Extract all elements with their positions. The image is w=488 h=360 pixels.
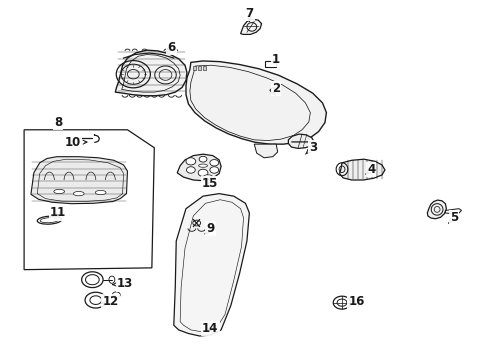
Polygon shape [240,19,261,35]
Text: 6: 6 [166,41,175,54]
Circle shape [209,159,218,166]
Polygon shape [254,144,277,158]
Text: 5: 5 [448,211,457,224]
Polygon shape [115,50,186,96]
Polygon shape [427,200,446,219]
Text: 1: 1 [272,53,280,66]
Text: 9: 9 [204,222,214,235]
Bar [192,66,196,69]
Circle shape [199,156,206,162]
Ellipse shape [198,164,207,167]
Text: 8: 8 [54,116,62,129]
Polygon shape [288,134,313,148]
Bar [264,61,275,67]
Text: 4: 4 [365,163,375,176]
Ellipse shape [203,175,212,178]
Text: 16: 16 [348,296,364,309]
Polygon shape [177,154,221,181]
Text: 14: 14 [202,322,218,335]
Text: 7: 7 [245,7,253,21]
Circle shape [185,158,195,165]
Ellipse shape [54,189,64,194]
Bar [197,66,201,69]
Ellipse shape [73,192,84,196]
Circle shape [209,167,218,173]
Circle shape [198,169,207,176]
Text: 3: 3 [305,141,316,154]
Polygon shape [269,87,275,93]
Ellipse shape [95,190,106,195]
Polygon shape [185,61,326,144]
Text: 12: 12 [101,296,118,309]
Text: 2: 2 [272,82,280,95]
Text: 11: 11 [50,207,66,220]
Circle shape [186,167,195,173]
Polygon shape [173,194,249,336]
Polygon shape [31,157,127,204]
Text: 10: 10 [64,136,87,149]
Polygon shape [445,209,461,214]
Bar [202,66,205,69]
Polygon shape [339,159,384,180]
Text: 13: 13 [113,278,133,291]
Text: 15: 15 [202,177,218,190]
Ellipse shape [37,216,61,224]
